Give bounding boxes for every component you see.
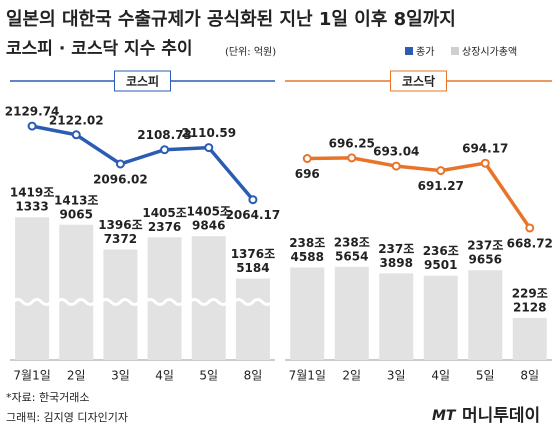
bar-value-label: 5654 xyxy=(335,249,368,263)
line-marker xyxy=(302,154,312,164)
line-marker xyxy=(525,223,535,233)
subtitle: 코스피 · 코스닥 지수 추이 xyxy=(6,39,193,59)
line-value-label: 691.27 xyxy=(418,179,464,193)
line-marker xyxy=(115,159,125,169)
bar-value-label: 1376조 xyxy=(231,247,275,261)
panel-title-box xyxy=(114,70,171,92)
x-tick-label: 3일 xyxy=(111,369,130,383)
bar-value-label: 238조 xyxy=(334,235,370,249)
credit: 그래픽: 김지영 디자인기자 xyxy=(6,411,128,424)
line-marker xyxy=(71,130,81,140)
line-marker xyxy=(160,145,170,155)
line-marker xyxy=(347,153,357,163)
line-marker xyxy=(436,166,446,176)
line-marker xyxy=(391,161,401,171)
bar-value-label: 9501 xyxy=(424,258,457,272)
line-value-label: 2064.17 xyxy=(226,208,281,222)
bar-value-label: 1405조 xyxy=(142,206,186,220)
line-marker xyxy=(27,121,37,131)
bar-value-label: 2128 xyxy=(513,300,546,314)
x-tick-label: 8일 xyxy=(244,369,263,383)
x-tick-label: 7월1일 xyxy=(13,369,50,383)
x-tick-label: 8일 xyxy=(520,369,539,383)
bar xyxy=(147,237,182,360)
bar xyxy=(191,236,226,360)
bar xyxy=(235,278,270,360)
line xyxy=(31,124,255,201)
line-value-label: 668.72 xyxy=(507,236,553,250)
bar xyxy=(59,224,94,360)
line-value-label: 2122.02 xyxy=(49,113,104,127)
bar xyxy=(379,273,414,360)
bar-value-label: 7372 xyxy=(104,232,137,246)
bar-value-label: 4588 xyxy=(291,250,324,264)
bar-value-label: 1419조 xyxy=(10,186,54,200)
bar-value-label: 5184 xyxy=(236,261,269,275)
legend-label: 상장시가총액 xyxy=(462,46,517,58)
bar-value-label: 1333 xyxy=(15,200,48,214)
legend-swatch xyxy=(405,47,413,55)
bar-value-label: 1413조 xyxy=(54,193,98,207)
line-value-label: 694.17 xyxy=(462,142,508,156)
bar xyxy=(334,266,369,360)
line-marker xyxy=(480,158,490,168)
bar xyxy=(290,267,325,360)
bar-value-label: 236조 xyxy=(423,244,459,258)
line-marker xyxy=(204,143,214,153)
axis-break xyxy=(100,298,141,306)
bar-value-label: 1405조 xyxy=(187,205,231,219)
bar-value-label: 238조 xyxy=(289,236,325,250)
title: 일본의 대한국 수출규제가 공식화된 지난 1일 이후 8일까지 xyxy=(6,9,456,30)
bar-value-label: 237조 xyxy=(378,242,414,256)
line-value-label: 696.25 xyxy=(329,136,375,150)
line-value-label: 2129.74 xyxy=(5,105,60,119)
axis-break xyxy=(56,298,97,306)
source: *자료: 한국거래소 xyxy=(6,391,90,404)
bar xyxy=(423,275,458,360)
x-tick-label: 2일 xyxy=(342,369,361,383)
logo-text: 머니투데이 xyxy=(462,406,540,426)
panel-title-box xyxy=(390,70,447,92)
unit: (단위: 억원) xyxy=(225,45,276,58)
bar xyxy=(468,270,503,360)
line xyxy=(307,156,532,229)
x-tick-label: 5일 xyxy=(199,369,218,383)
x-tick-label: 4일 xyxy=(431,369,450,383)
bar-value-label: 237조 xyxy=(467,239,503,253)
line-value-label: 2108.73 xyxy=(137,128,192,142)
bar xyxy=(15,217,50,360)
axis-break xyxy=(232,298,274,306)
bar-value-label: 9656 xyxy=(469,253,502,267)
bar-value-label: 3898 xyxy=(380,256,413,270)
logo-mark: MT xyxy=(432,408,457,424)
panel-title: 코스닥 xyxy=(402,74,435,89)
line-value-label: 2110.59 xyxy=(181,126,236,140)
axis-break xyxy=(11,298,53,306)
x-tick-label: 7월1일 xyxy=(289,369,326,383)
bar-value-label: 229조 xyxy=(512,286,548,300)
bar xyxy=(512,317,547,360)
bar-value-label: 1396조 xyxy=(98,218,142,232)
panel-title: 코스피 xyxy=(126,74,159,89)
bar-value-label: 2376 xyxy=(148,220,181,234)
x-tick-label: 2일 xyxy=(67,369,86,383)
legend-label: 종가 xyxy=(416,46,434,58)
x-tick-label: 5일 xyxy=(476,369,495,383)
line-value-label: 696 xyxy=(295,167,320,181)
line-marker xyxy=(248,195,258,205)
x-tick-label: 4일 xyxy=(155,369,174,383)
bar-value-label: 9846 xyxy=(192,219,225,233)
axis-break xyxy=(188,298,229,306)
line-value-label: 2096.02 xyxy=(93,172,148,186)
line-value-label: 693.04 xyxy=(373,145,419,159)
bar-value-label: 9065 xyxy=(60,207,93,221)
legend-swatch xyxy=(451,47,459,55)
axis-break xyxy=(144,298,185,306)
x-tick-label: 3일 xyxy=(387,369,406,383)
